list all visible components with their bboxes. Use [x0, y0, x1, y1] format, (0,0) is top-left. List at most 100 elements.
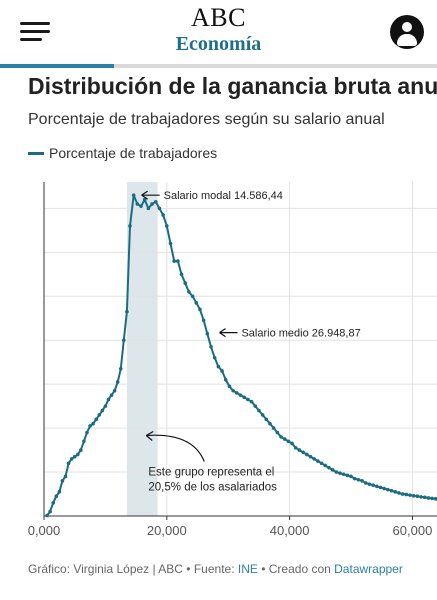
data-point — [323, 463, 328, 468]
data-point — [290, 441, 294, 446]
data-point — [198, 307, 202, 312]
data-point — [408, 493, 412, 497]
section-name[interactable]: Economía — [175, 33, 262, 55]
data-point — [82, 439, 86, 444]
data-point — [415, 494, 420, 499]
data-point — [257, 408, 261, 413]
data-point — [316, 459, 320, 463]
legend-swatch — [28, 151, 44, 155]
data-point — [51, 501, 56, 505]
brand-name: ABC — [191, 3, 246, 32]
annotation-modal-salary: Salario modal 14.586,44 — [164, 190, 283, 202]
data-point — [334, 470, 339, 474]
data-point — [168, 241, 173, 246]
highlight-band — [126, 182, 158, 516]
data-point — [205, 331, 210, 336]
data-point — [382, 486, 386, 491]
data-point — [271, 426, 276, 430]
data-point — [282, 437, 287, 441]
data-point — [91, 421, 95, 426]
data-point — [194, 301, 199, 305]
data-point — [275, 430, 280, 435]
data-point — [220, 369, 224, 373]
data-point — [109, 393, 114, 397]
data-point — [135, 202, 140, 206]
data-point — [72, 454, 77, 459]
data-point — [341, 472, 346, 477]
data-point — [161, 213, 165, 217]
data-point — [100, 408, 105, 413]
data-point — [419, 495, 423, 499]
data-point — [260, 413, 265, 417]
data-point — [115, 380, 120, 384]
data-point — [433, 497, 437, 501]
annotation-mean-salary: Salario medio 26.948,87 — [241, 328, 360, 340]
data-point — [338, 471, 342, 475]
data-point — [386, 487, 390, 492]
data-point — [319, 461, 324, 466]
data-point — [48, 509, 52, 514]
data-point — [246, 397, 250, 402]
data-point — [375, 484, 379, 489]
data-point — [63, 474, 68, 479]
source-link[interactable]: INE — [237, 562, 258, 576]
data-point — [242, 395, 246, 400]
user-account-icon[interactable] — [390, 15, 424, 49]
distribution-chart: 0,000 20,000 40,000 60,000 Salario modal 14.… — [28, 182, 437, 538]
data-point — [312, 457, 316, 461]
data-point — [223, 377, 228, 382]
annotation-curved-arrow — [146, 434, 205, 462]
annotation-arrowhead — [219, 328, 226, 338]
data-point — [97, 413, 102, 417]
data-point — [103, 404, 108, 408]
data-point — [268, 421, 272, 426]
data-point — [371, 483, 375, 488]
data-point — [393, 490, 398, 494]
data-point — [142, 197, 147, 202]
data-point — [400, 492, 405, 496]
data-point — [249, 399, 254, 404]
data-point — [157, 206, 162, 211]
data-point — [112, 388, 117, 393]
data-point — [411, 493, 416, 498]
data-point — [345, 473, 350, 478]
data-point — [305, 452, 309, 457]
data-point — [94, 417, 98, 422]
footer-middle: • Creado con — [257, 562, 335, 576]
data-point — [75, 452, 80, 457]
data-point — [128, 224, 132, 228]
data-point — [183, 281, 188, 285]
data-point — [231, 388, 235, 393]
data-point — [209, 345, 213, 349]
data-point — [54, 494, 59, 499]
data-point — [279, 435, 283, 439]
annotation-arrowhead — [145, 430, 154, 441]
data-point — [150, 202, 154, 206]
data-point — [179, 272, 184, 277]
data-point — [330, 468, 335, 472]
data-point — [122, 338, 126, 343]
data-point — [286, 439, 291, 444]
footer-credits: Gráfico: Virginia López | ABC • Fuente: — [28, 562, 238, 576]
data-point — [45, 513, 49, 518]
datawrapper-link[interactable]: Datawrapper — [334, 562, 403, 576]
x-tick-label: 40,000 — [270, 523, 310, 538]
hamburger-menu-icon[interactable] — [20, 22, 50, 42]
data-point — [106, 397, 111, 402]
data-point — [235, 391, 239, 395]
data-point — [212, 355, 217, 360]
chart-subtitle: Porcentaje de trabajadores según su sala… — [28, 111, 385, 128]
brand-logo[interactable]: ABC Economía — [0, 4, 437, 56]
data-point — [60, 479, 65, 483]
data-point — [79, 448, 83, 452]
data-point — [176, 259, 180, 263]
data-point — [301, 450, 305, 455]
data-point — [426, 496, 431, 500]
annotation-group-share: 20,5% de los asalariados — [148, 482, 277, 494]
data-point — [308, 454, 313, 459]
data-point — [85, 430, 89, 435]
data-point — [360, 479, 364, 483]
data-point — [367, 482, 372, 486]
data-point — [153, 199, 158, 204]
data-point — [201, 318, 206, 323]
